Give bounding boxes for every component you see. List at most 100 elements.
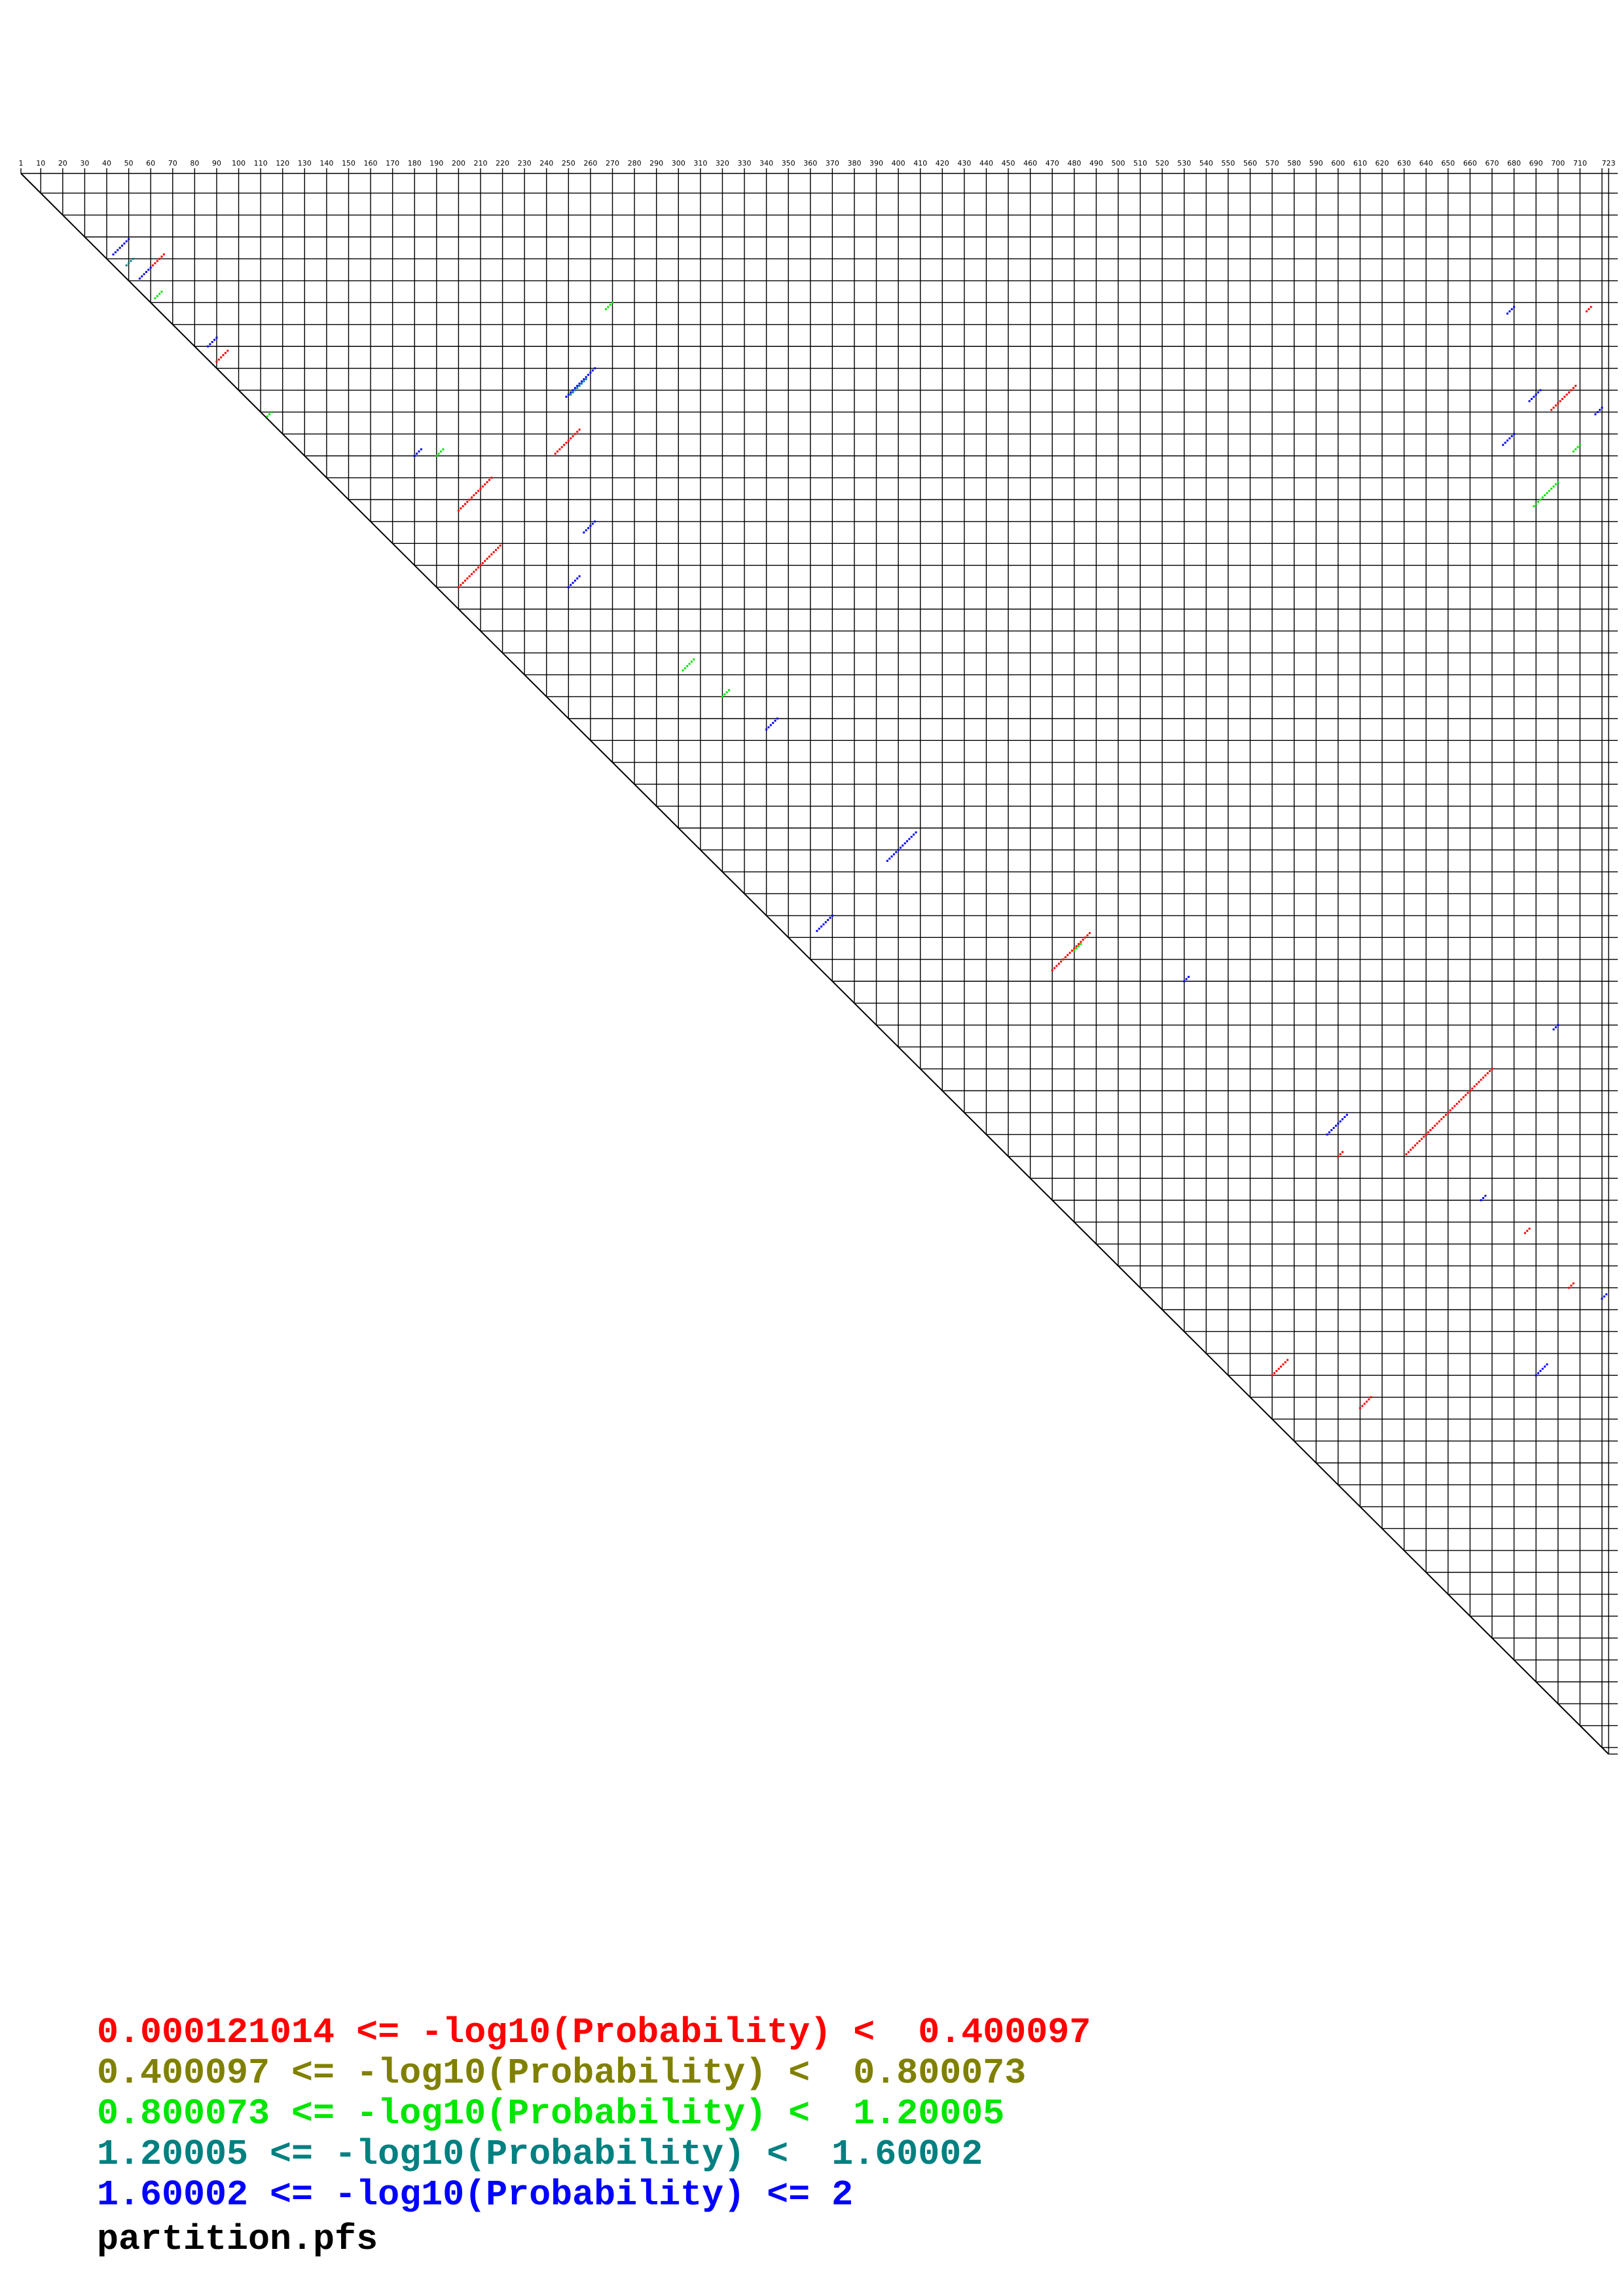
pair-dot	[1449, 1109, 1451, 1112]
pair-dot	[1363, 1403, 1366, 1405]
pair-dot	[1535, 393, 1537, 396]
pair-dot	[1568, 391, 1571, 393]
pair-dot	[1436, 1122, 1438, 1125]
pair-dot	[693, 658, 695, 661]
pair-dot	[486, 481, 488, 484]
tick-label-390: 390	[869, 159, 883, 168]
helix-45	[1601, 1293, 1608, 1300]
pair-dot	[594, 367, 596, 370]
pair-dot	[1528, 1227, 1531, 1230]
pair-dot	[132, 257, 134, 260]
pair-dot	[1359, 1407, 1361, 1410]
pair-dot	[1572, 387, 1575, 389]
pair-dot	[1086, 934, 1089, 937]
pair-dot	[1277, 1367, 1280, 1370]
pair-dot	[1528, 400, 1531, 403]
pair-dot	[1465, 1094, 1467, 1096]
pair-dot	[160, 291, 163, 293]
pair-dot	[1328, 1131, 1330, 1134]
tick-label-320: 320	[716, 159, 729, 168]
tick-label-310: 310	[693, 159, 707, 168]
pair-dot	[457, 509, 460, 512]
pair-dot	[587, 374, 590, 376]
pair-dot	[130, 260, 132, 262]
pair-dot	[413, 454, 416, 457]
pair-dot	[1337, 1155, 1340, 1158]
pair-dot	[468, 575, 471, 577]
pair-dot	[682, 669, 684, 672]
pair-dot	[1537, 501, 1540, 503]
pair-dot	[471, 573, 473, 575]
pair-dot	[1480, 1079, 1482, 1081]
pair-dot	[611, 301, 613, 304]
pair-dot	[121, 244, 124, 247]
pair-dot	[570, 584, 572, 586]
pair-dot	[578, 428, 581, 431]
pair-dot	[477, 490, 480, 492]
pair-dot	[154, 297, 156, 300]
pair-dot	[1423, 1136, 1425, 1138]
tick-label-90: 90	[212, 159, 221, 168]
helix-31	[886, 831, 917, 862]
pair-dot	[1504, 441, 1506, 444]
pair-dot	[902, 844, 904, 847]
tick-label-600: 600	[1331, 159, 1345, 168]
pair-dot	[481, 562, 484, 564]
tick-label-450: 450	[1002, 159, 1015, 168]
tick-label-260: 260	[583, 159, 597, 168]
pair-dot	[1570, 389, 1573, 391]
pair-dot	[1064, 956, 1067, 958]
legend-entry-4: 1.60002 <= -log10(Probability) <= 2	[97, 2174, 854, 2215]
pair-dot	[149, 266, 152, 269]
pair-dot	[1339, 1153, 1341, 1156]
pair-dot	[1078, 945, 1080, 948]
tick-label-520: 520	[1156, 159, 1169, 168]
helix-11	[570, 378, 587, 396]
tick-label-100: 100	[232, 159, 246, 168]
pair-dot	[723, 693, 726, 696]
dot-plot: 1 10 20 30 40 50 60 70 80 90 100 110 120 130 140 150 160…	[19, 159, 1618, 1755]
pair-dot	[556, 450, 559, 453]
pair-dot	[1286, 1359, 1289, 1361]
tick-label-210: 210	[473, 159, 487, 168]
pair-dot	[1533, 505, 1535, 507]
pair-dot	[908, 838, 911, 840]
pair-dot	[1561, 398, 1563, 401]
pair-dot	[1280, 1365, 1283, 1368]
helix-9	[215, 350, 229, 363]
pair-dot	[554, 452, 556, 455]
pair-dot	[583, 380, 585, 383]
pair-dot	[1337, 1122, 1340, 1125]
pair-dot	[220, 356, 223, 359]
pair-dot	[604, 308, 607, 310]
pair-dot	[1577, 446, 1579, 448]
tick-label-1: 1	[19, 159, 24, 168]
tick-label-50: 50	[124, 159, 134, 168]
pair-dot	[1361, 1405, 1364, 1407]
pair-dot	[558, 448, 561, 450]
pair-dot	[1548, 490, 1550, 492]
tick-label-180: 180	[408, 159, 422, 168]
pair-dot	[816, 929, 818, 932]
pair-dot	[1539, 389, 1542, 391]
pair-dot	[1429, 1129, 1432, 1132]
pair-dot	[462, 505, 464, 507]
tick-label-270: 270	[606, 159, 619, 168]
pair-dot	[1462, 1096, 1465, 1099]
tick-label-10: 10	[36, 159, 45, 168]
pair-dot	[268, 413, 271, 416]
pair-dot	[1073, 949, 1076, 952]
pair-dot	[820, 925, 823, 928]
pair-dot	[1554, 404, 1557, 407]
pair-dot	[224, 351, 227, 354]
pair-dot	[158, 293, 161, 295]
tick-label-340: 340	[759, 159, 773, 168]
file-label: partition.pfs	[97, 2219, 378, 2260]
pair-dot	[1484, 1074, 1487, 1077]
pair-dot	[1585, 310, 1588, 313]
pair-dot	[156, 260, 158, 262]
tick-label-620: 620	[1376, 159, 1389, 168]
tick-label-500: 500	[1112, 159, 1125, 168]
pair-dot	[585, 529, 587, 531]
helix-37	[1271, 1359, 1289, 1376]
